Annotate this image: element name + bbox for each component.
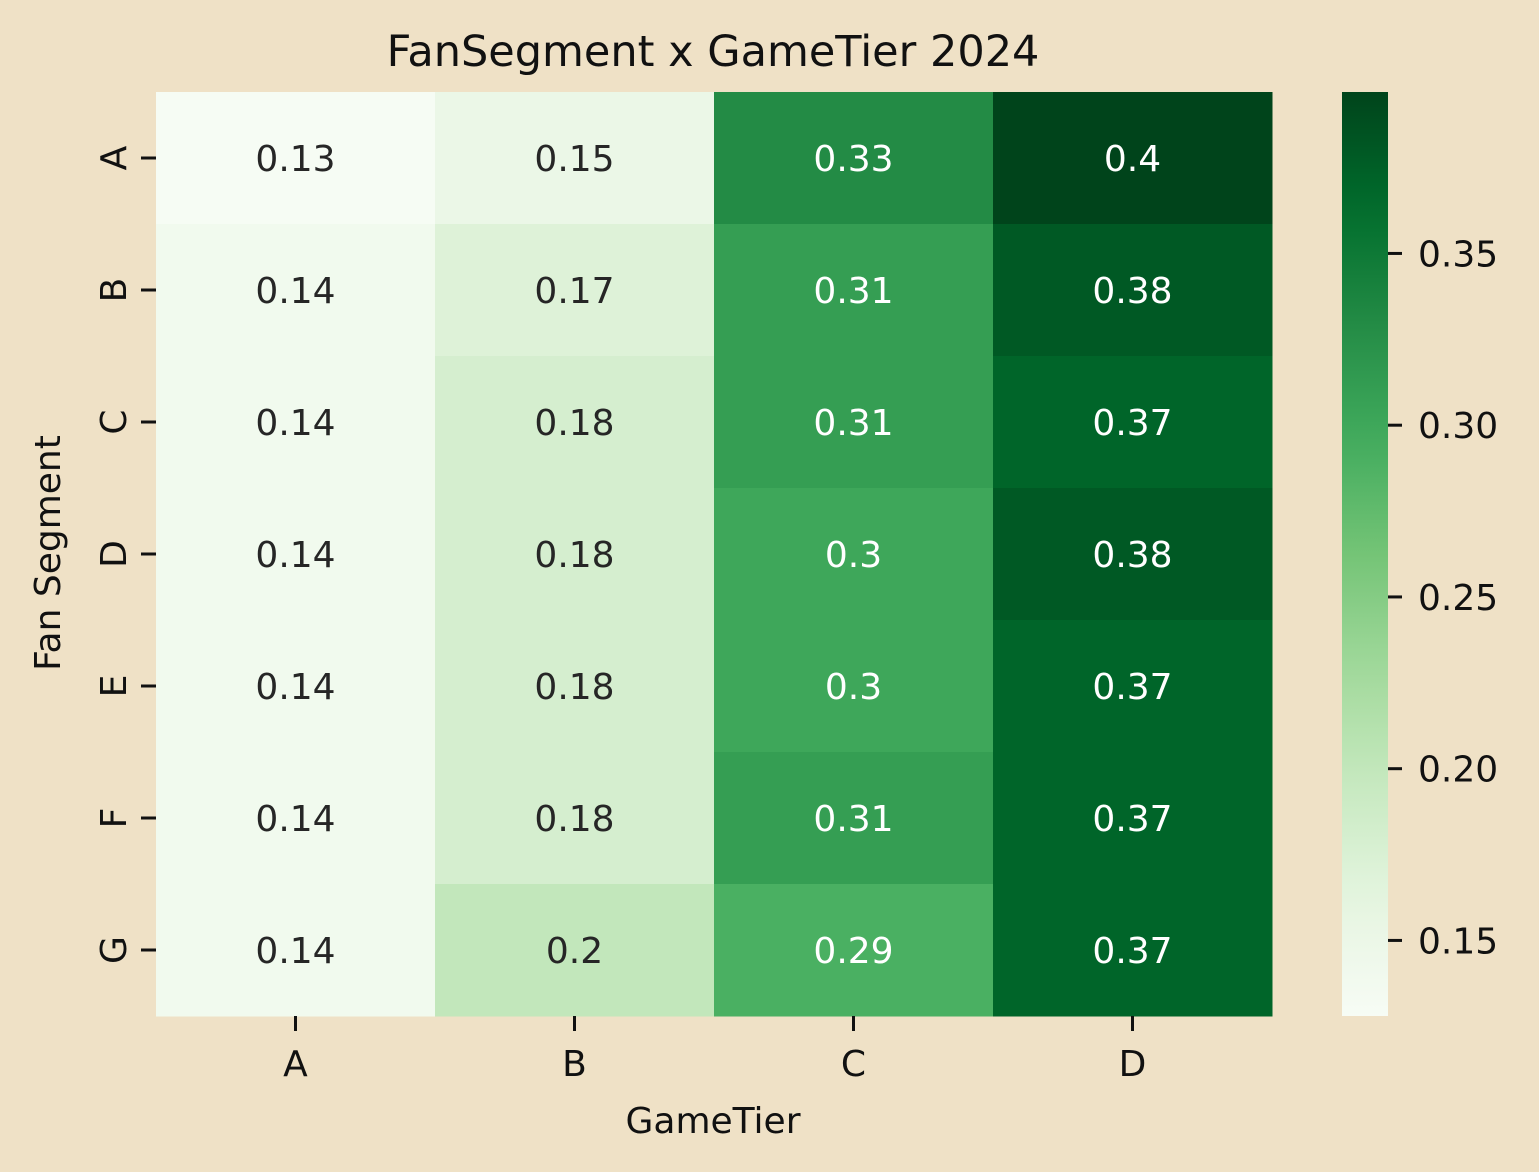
cell-value-label: 0.31 — [813, 403, 893, 444]
chart-title: FanSegment x GameTier 2024 — [387, 27, 1040, 77]
cell-value-label: 0.18 — [534, 403, 614, 444]
colorbar-tick-label: 0.15 — [1418, 921, 1498, 962]
cell-value-label: 0.14 — [255, 271, 335, 312]
y-tick-label: F — [94, 808, 135, 829]
heatmap-cell-A-A — [156, 92, 436, 225]
heatmap-cell-B-D — [993, 224, 1273, 357]
x-tick-label: A — [283, 1044, 308, 1085]
cell-value-label: 0.18 — [534, 667, 614, 708]
y-tick-label: E — [94, 675, 135, 698]
cell-value-label: 0.37 — [1092, 667, 1172, 708]
heatmap-cell-B-B — [435, 224, 715, 357]
heatmap-cell-E-A — [156, 620, 436, 753]
heatmap-cell-C-D — [993, 356, 1273, 489]
heatmap-cell-C-B — [435, 356, 715, 489]
cell-value-label: 0.17 — [534, 271, 614, 312]
y-tick-label: B — [94, 278, 135, 303]
x-tick-label: B — [562, 1044, 587, 1085]
y-axis-title: Fan Segment — [28, 435, 69, 671]
heatmap-cell-C-A — [156, 356, 436, 489]
cell-value-label: 0.18 — [534, 535, 614, 576]
y-tick-label: A — [94, 145, 135, 170]
heatmap-cell-C-C — [714, 356, 994, 489]
heatmap-cell-E-C — [714, 620, 994, 753]
heatmap-cell-G-A — [156, 884, 436, 1017]
heatmap-cell-D-B — [435, 488, 715, 621]
cell-value-label: 0.33 — [813, 139, 893, 180]
cell-value-label: 0.31 — [813, 799, 893, 840]
colorbar-tick-label: 0.30 — [1418, 406, 1498, 447]
cell-value-label: 0.13 — [255, 139, 335, 180]
heatmap-cell-A-B — [435, 92, 715, 225]
heatmap-cell-A-D — [993, 92, 1273, 225]
heatmap-cell-G-C — [714, 884, 994, 1017]
cell-value-label: 0.37 — [1092, 799, 1172, 840]
colorbar-tick-label: 0.20 — [1418, 750, 1498, 791]
cell-value-label: 0.3 — [825, 667, 882, 708]
cell-value-label: 0.38 — [1092, 271, 1172, 312]
heatmap-cell-B-A — [156, 224, 436, 357]
cell-value-label: 0.38 — [1092, 535, 1172, 576]
x-tick-label: C — [841, 1044, 866, 1085]
cell-value-label: 0.14 — [255, 667, 335, 708]
y-tick-label: D — [94, 540, 135, 568]
heatmap-cell-E-B — [435, 620, 715, 753]
y-tick-label: G — [94, 936, 135, 964]
cell-value-label: 0.4 — [1104, 139, 1161, 180]
x-tick-label: D — [1119, 1044, 1147, 1085]
heatmap-cell-E-D — [993, 620, 1273, 753]
heatmap-cell-D-A — [156, 488, 436, 621]
colorbar: 0.15 0.20 0.25 0.30 0.35 — [1342, 92, 1498, 1016]
colorbar-gradient — [1342, 92, 1388, 1016]
heatmap-cell-B-C — [714, 224, 994, 357]
cell-value-label: 0.14 — [255, 403, 335, 444]
cell-value-label: 0.31 — [813, 271, 893, 312]
cell-value-label: 0.37 — [1092, 403, 1172, 444]
heatmap-cell-A-C — [714, 92, 994, 225]
cell-value-label: 0.37 — [1092, 931, 1172, 972]
heatmap-cell-D-C — [714, 488, 994, 621]
heatmap-cell-F-D — [993, 752, 1273, 885]
heatmap-cell-G-D — [993, 884, 1273, 1017]
cell-value-label: 0.3 — [825, 535, 882, 576]
cell-value-label: 0.2 — [546, 931, 603, 972]
y-tick-label: C — [94, 409, 135, 434]
heatmap-cells: 0.13 0.15 0.33 0.4 0.14 0.17 0.31 0.38 0.14 0.18 0… — [156, 92, 1273, 1017]
heatmap-cell-F-C — [714, 752, 994, 885]
heatmap-cell-D-D — [993, 488, 1273, 621]
heatmap-cell-F-B — [435, 752, 715, 885]
heatmap-cell-F-A — [156, 752, 436, 885]
y-axis-ticks: A B C D E F G — [94, 145, 156, 964]
x-axis-title: GameTier — [625, 1101, 800, 1142]
cell-value-label: 0.15 — [534, 139, 614, 180]
colorbar-tick-label: 0.35 — [1418, 234, 1498, 275]
cell-value-label: 0.29 — [813, 931, 893, 972]
cell-value-label: 0.14 — [255, 799, 335, 840]
x-axis-ticks: A B C D — [283, 1016, 1146, 1085]
cell-value-label: 0.14 — [255, 535, 335, 576]
heatmap-cell-G-B — [435, 884, 715, 1017]
cell-value-label: 0.14 — [255, 931, 335, 972]
colorbar-tick-label: 0.25 — [1418, 578, 1498, 619]
cell-value-label: 0.18 — [534, 799, 614, 840]
